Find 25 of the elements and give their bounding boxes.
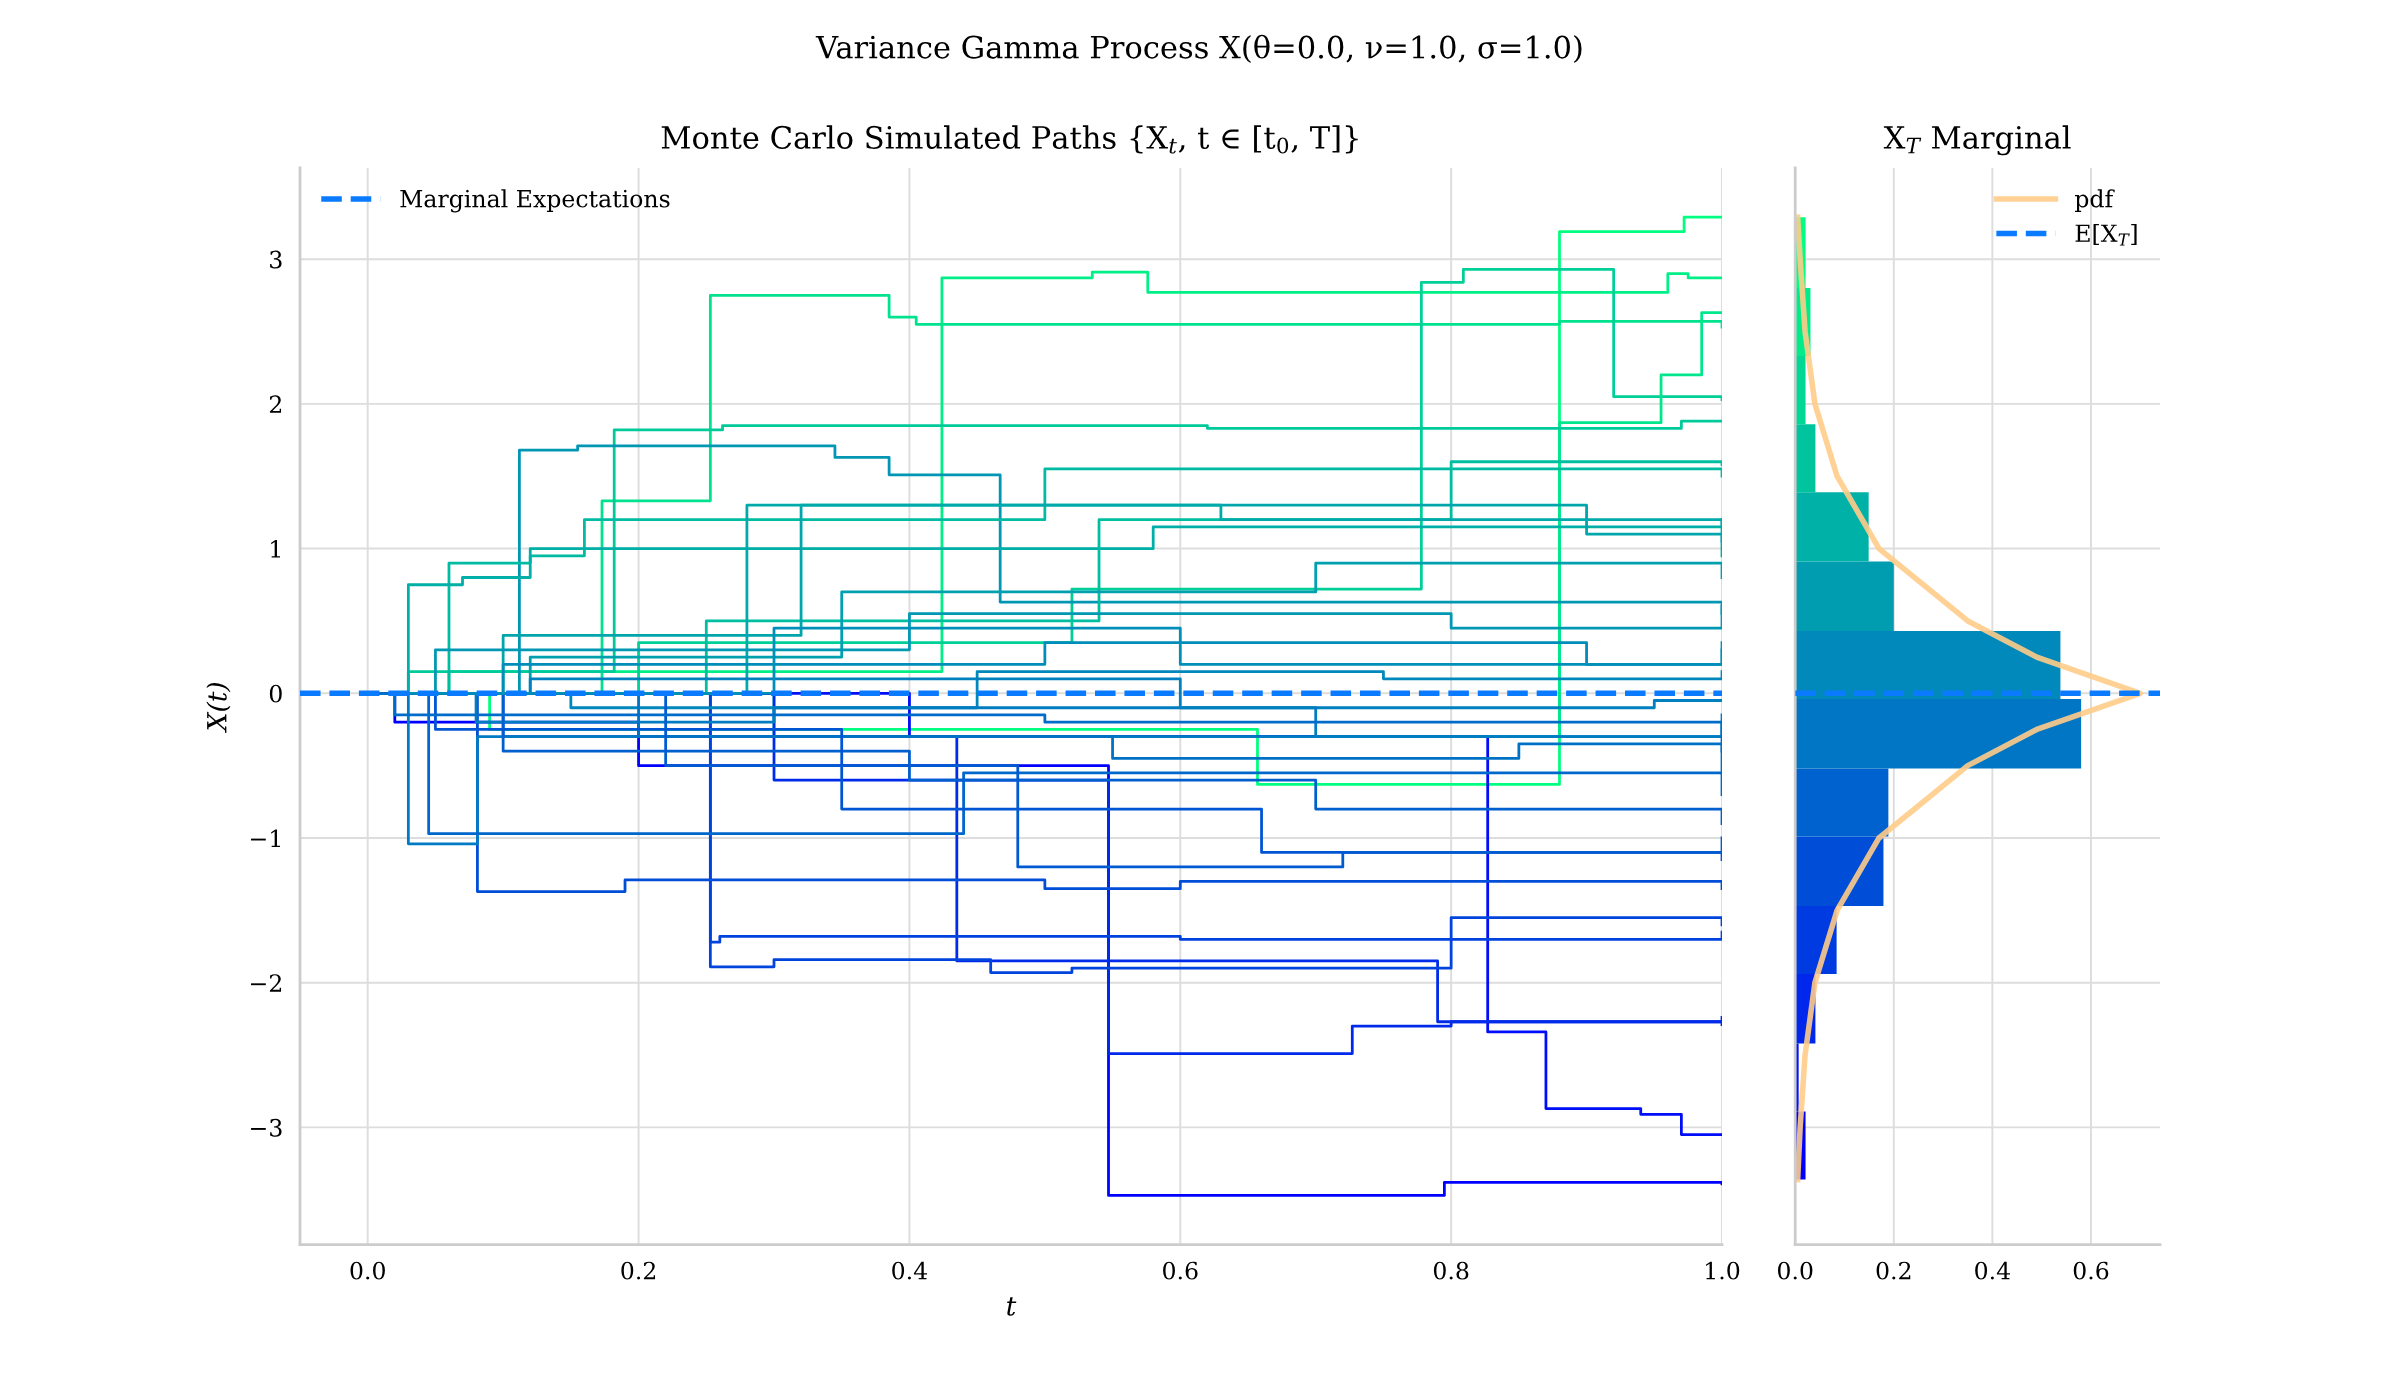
x-tick-label: 0.0 — [1777, 1261, 1813, 1280]
y-tick-label: −1 — [251, 829, 280, 847]
x-tick-label: 0.4 — [1975, 1261, 2010, 1280]
y-tick-label: −3 — [251, 1118, 282, 1137]
legend-label: pdf — [2074, 189, 2115, 213]
legend-label: E[X$_{T}$] — [2075, 223, 2137, 246]
y-tick-label: 2 — [269, 395, 282, 413]
x-tick-label: 0.2 — [1876, 1261, 1911, 1280]
y-tick-label: 0 — [269, 684, 282, 703]
x-tick-label: 0.6 — [1163, 1261, 1198, 1280]
x-axis-title: t — [1007, 1297, 1017, 1316]
x-tick-label: 0.2 — [621, 1261, 656, 1280]
chart-subtitle: Monte Carlo Simulated Paths {X$_{t}$, t ∈ [t$_{0}$, T]} — [661, 125, 1358, 154]
x-tick-label: 1.0 — [1706, 1261, 1740, 1280]
y-tick-label: 1 — [271, 540, 280, 558]
chart-title: Variance Gamma Process X(θ=0.0, ν=1.0, σ=1.0) — [815, 34, 1582, 63]
legend-label: Marginal Expectations — [400, 189, 670, 213]
x-tick-label: 0.0 — [350, 1261, 385, 1280]
chart-title: X$_{T}$ Marginal — [1883, 125, 2071, 156]
x-tick-label: 0.6 — [2073, 1261, 2109, 1280]
y-axis-title: X(t) — [206, 682, 231, 733]
x-tick-label: 0.8 — [1433, 1261, 1469, 1280]
y-tick-label: 3 — [270, 250, 282, 269]
y-tick-label: −2 — [251, 974, 282, 992]
x-tick-label: 0.4 — [892, 1261, 928, 1280]
